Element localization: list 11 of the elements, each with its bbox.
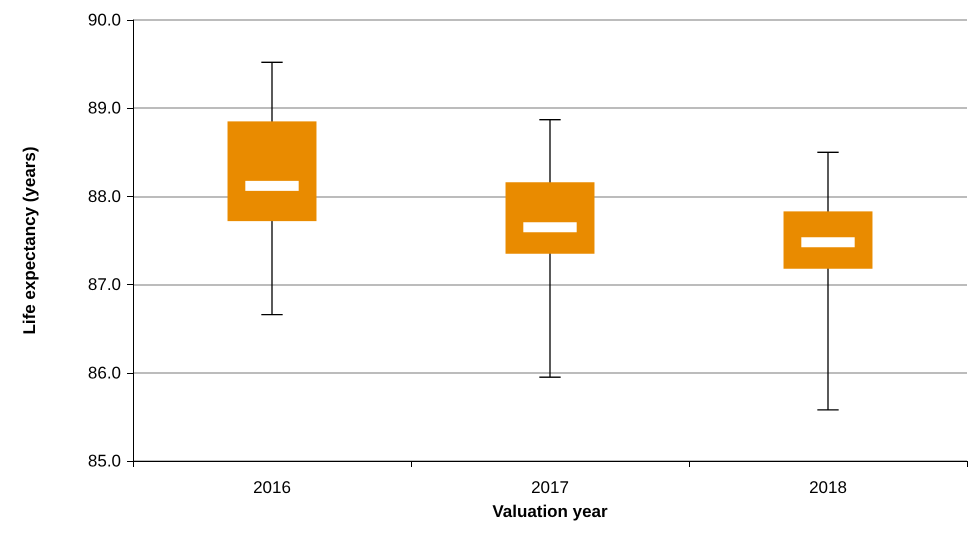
- x-tick-label: 2018: [809, 478, 847, 497]
- x-tick-label: 2017: [531, 478, 569, 497]
- y-tick-label: 87.0: [88, 275, 121, 294]
- x-tick-label: 2016: [253, 478, 291, 497]
- y-tick-label: 86.0: [88, 363, 121, 382]
- y-tick-label: 90.0: [88, 10, 121, 30]
- y-tick-label: 85.0: [88, 452, 121, 470]
- y-tick-label: 89.0: [88, 98, 121, 118]
- y-axis-title: Life expectancy (years): [20, 146, 39, 335]
- x-axis-title: Valuation year: [492, 502, 608, 521]
- y-tick-label: 88.0: [88, 186, 121, 206]
